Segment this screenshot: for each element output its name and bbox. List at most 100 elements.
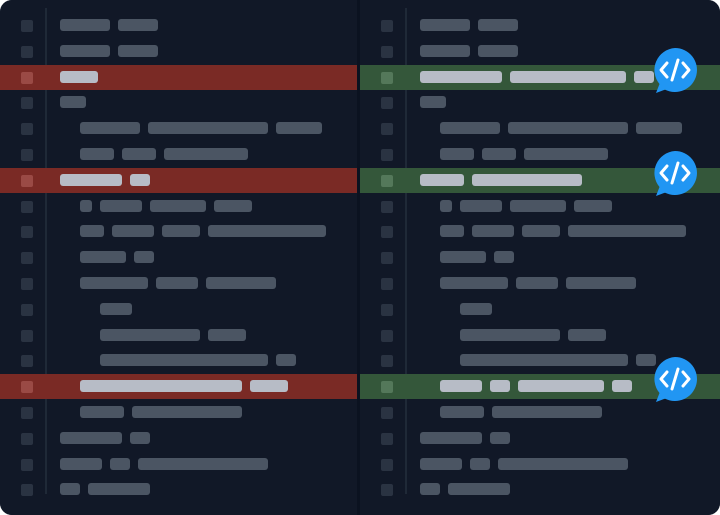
line-number-marker[interactable] (21, 381, 33, 394)
code-line[interactable] (360, 323, 720, 348)
code-token-placeholder (164, 148, 248, 160)
line-number-marker[interactable] (21, 407, 33, 419)
line-number-marker[interactable] (381, 45, 393, 58)
line-number-marker[interactable] (381, 381, 393, 394)
code-line[interactable] (0, 400, 360, 425)
line-number-marker[interactable] (21, 20, 33, 32)
code-line[interactable] (360, 116, 720, 141)
code-token-placeholder (88, 483, 150, 496)
code-line[interactable] (0, 219, 360, 244)
code-token-placeholder (138, 457, 268, 470)
line-number-marker[interactable] (381, 97, 393, 110)
line-number-marker[interactable] (381, 329, 393, 342)
code-line[interactable] (0, 426, 360, 451)
split-divider[interactable] (357, 0, 361, 515)
line-number-marker[interactable] (381, 20, 393, 32)
line-number-marker[interactable] (21, 355, 33, 368)
line-number-marker[interactable] (381, 458, 393, 471)
code-line[interactable] (360, 348, 720, 373)
line-number-marker[interactable] (381, 278, 393, 290)
code-line[interactable] (0, 194, 360, 219)
line-number-marker[interactable] (21, 432, 33, 445)
code-line[interactable] (360, 400, 720, 425)
line-number-marker[interactable] (381, 484, 393, 497)
code-line[interactable] (360, 245, 720, 270)
code-line[interactable] (360, 90, 720, 115)
code-line[interactable] (360, 271, 720, 296)
code-comment-icon[interactable] (650, 354, 700, 404)
code-line[interactable] (0, 90, 360, 115)
code-token-placeholder (148, 122, 268, 135)
code-token-placeholder (122, 148, 156, 160)
code-token-placeholder (490, 380, 510, 393)
code-token-placeholder (130, 173, 150, 186)
code-line[interactable] (0, 245, 360, 270)
code-line[interactable] (0, 13, 360, 38)
code-token-placeholder (508, 122, 628, 135)
code-token-placeholder (420, 96, 446, 109)
line-number-marker[interactable] (381, 226, 393, 239)
line-number-marker[interactable] (381, 432, 393, 445)
code-token-placeholder (440, 122, 500, 135)
line-number-marker[interactable] (21, 71, 33, 84)
code-token-placeholder (460, 354, 628, 367)
code-token-placeholder (612, 380, 632, 393)
code-line[interactable] (360, 39, 720, 64)
line-number-marker[interactable] (381, 149, 393, 161)
code-line[interactable] (0, 297, 360, 322)
code-token-placeholder (250, 380, 288, 393)
code-token-placeholder (118, 19, 158, 31)
line-number-marker[interactable] (21, 484, 33, 497)
line-number-marker[interactable] (21, 303, 33, 316)
code-line[interactable] (360, 142, 720, 167)
code-line[interactable] (360, 219, 720, 244)
line-number-marker[interactable] (21, 329, 33, 342)
code-token-placeholder (208, 328, 246, 341)
code-line[interactable] (0, 142, 360, 167)
line-number-marker[interactable] (21, 226, 33, 239)
line-number-marker[interactable] (21, 458, 33, 471)
code-token-placeholder (448, 483, 510, 496)
code-line[interactable] (0, 116, 360, 141)
code-line[interactable] (0, 271, 360, 296)
code-token-placeholder (132, 406, 242, 418)
line-number-marker[interactable] (21, 123, 33, 136)
code-line[interactable] (360, 194, 720, 219)
code-token-placeholder (214, 199, 252, 212)
line-number-marker[interactable] (381, 123, 393, 136)
line-number-marker[interactable] (381, 407, 393, 419)
line-number-marker[interactable] (21, 200, 33, 213)
code-line[interactable] (0, 477, 360, 502)
line-number-marker[interactable] (381, 303, 393, 316)
line-number-marker[interactable] (21, 45, 33, 58)
code-line[interactable] (0, 323, 360, 348)
line-number-marker[interactable] (21, 174, 33, 187)
line-number-marker[interactable] (21, 149, 33, 161)
line-number-marker[interactable] (381, 174, 393, 187)
line-number-marker[interactable] (21, 278, 33, 290)
code-token-placeholder (510, 199, 566, 212)
line-number-marker[interactable] (381, 71, 393, 84)
removed-line[interactable] (0, 167, 360, 193)
code-token-placeholder (60, 457, 102, 470)
code-line[interactable] (360, 477, 720, 502)
removed-line[interactable] (0, 64, 360, 90)
line-number-marker[interactable] (21, 252, 33, 265)
code-line[interactable] (0, 452, 360, 477)
code-line[interactable] (0, 348, 360, 373)
line-number-marker[interactable] (381, 200, 393, 213)
code-comment-icon[interactable] (650, 45, 700, 95)
code-token-placeholder (276, 122, 322, 135)
code-line[interactable] (360, 426, 720, 451)
code-line[interactable] (360, 297, 720, 322)
code-line[interactable] (360, 13, 720, 38)
code-token-placeholder (80, 148, 114, 160)
code-comment-icon[interactable] (650, 148, 700, 198)
line-number-marker[interactable] (21, 97, 33, 110)
line-number-marker[interactable] (381, 252, 393, 265)
code-token-placeholder (510, 70, 626, 83)
code-line[interactable] (360, 452, 720, 477)
code-line[interactable] (0, 39, 360, 64)
removed-line[interactable] (0, 374, 360, 400)
line-number-marker[interactable] (381, 355, 393, 368)
